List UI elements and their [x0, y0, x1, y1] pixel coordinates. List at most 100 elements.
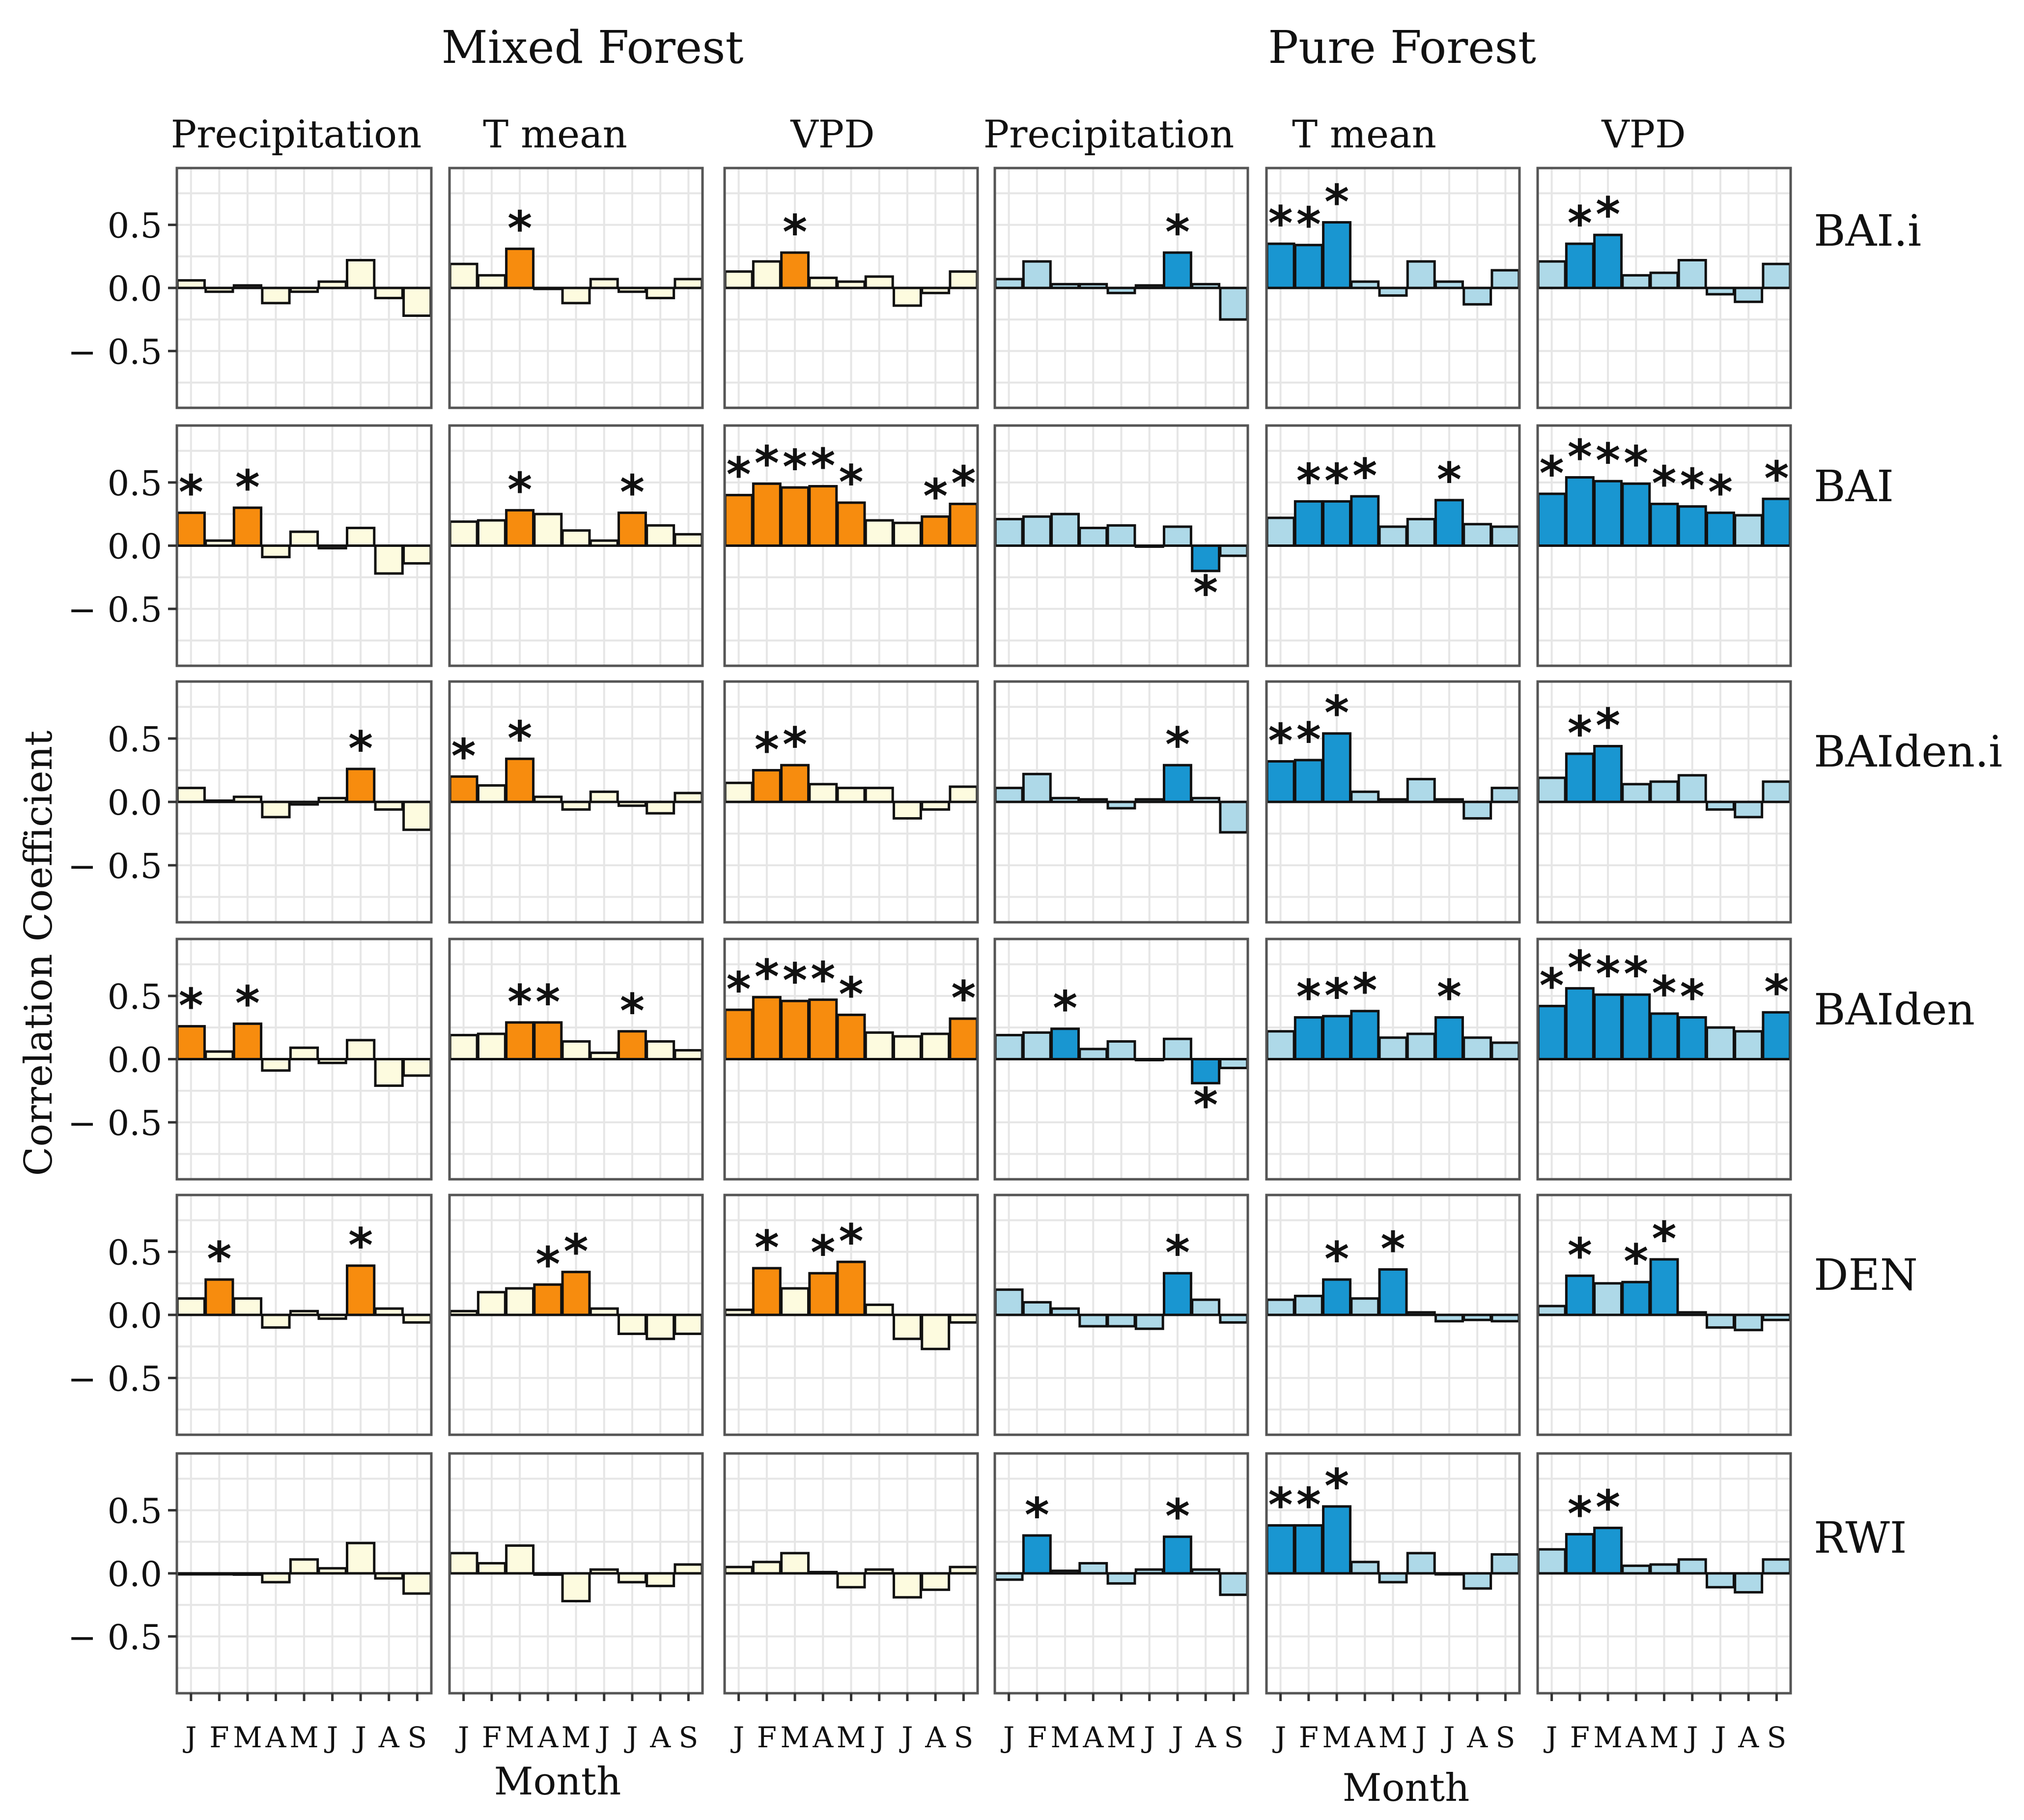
bar-a-7 [1191, 796, 1221, 803]
bar-a-7 [646, 1313, 675, 1340]
panel-border [1265, 167, 1521, 409]
month-tick-label: A [812, 1721, 834, 1754]
bar-j-6 [617, 800, 647, 807]
panel-border [1265, 1194, 1521, 1436]
bar-j-5 [589, 1307, 619, 1316]
panel-rwi-col3: * *J F M A M J J A S [993, 1452, 1249, 1754]
month-tick-label: J [183, 1721, 197, 1754]
bar-s-8 [1490, 787, 1520, 803]
significance-star: * [1680, 459, 1705, 514]
bar-j-6 [1162, 251, 1192, 289]
bar-j-0 [176, 787, 206, 803]
significance-star: * [1324, 968, 1349, 1024]
bar-j-6 [1705, 286, 1735, 296]
month-tick-label: S [1767, 1721, 1787, 1754]
bar-m-4 [561, 1040, 591, 1061]
month-tick-label: J [352, 1721, 366, 1754]
bar-m-4 [561, 286, 591, 305]
bar-f-1 [204, 539, 234, 547]
bar-m-2 [505, 1544, 535, 1575]
panel-bai-col5: * * * * * * * * [1536, 424, 1792, 667]
bar-j-5 [1134, 798, 1164, 803]
bar-s-8 [402, 1313, 432, 1324]
significance-star: * [1568, 1228, 1592, 1283]
bar-j-0 [724, 1008, 754, 1060]
significance-star: * [1680, 970, 1705, 1025]
bar-s-8 [1219, 800, 1249, 834]
significance-star: * [1165, 1225, 1190, 1280]
month-tick-label: F [1027, 1721, 1047, 1754]
bar-f-1 [1022, 1534, 1052, 1575]
panel-border [723, 1194, 979, 1436]
bar-j-6 [345, 1039, 376, 1061]
panel-border [1265, 680, 1521, 924]
bar-f-1 [1293, 500, 1323, 547]
month-tick-label: F [482, 1721, 502, 1754]
bar-a-7 [921, 1032, 951, 1061]
bar-m-4 [1378, 1036, 1408, 1060]
bar-j-6 [1434, 1313, 1464, 1323]
bar-m-2 [780, 764, 810, 803]
bar-f-1 [1293, 244, 1323, 289]
bar-j-5 [864, 1568, 894, 1575]
panel-den-col5: * * * [1536, 1194, 1792, 1436]
panel-den-col1: * * [448, 1194, 704, 1436]
y-tick-label: 0.0 [108, 269, 162, 309]
month-tick-label: S [954, 1721, 974, 1754]
month-tick-label: A [925, 1721, 946, 1754]
bar-f-1 [752, 1561, 782, 1575]
y-tick-label: 0.0 [108, 783, 162, 823]
bar-a-3 [808, 998, 838, 1061]
bar-a-3 [1350, 1010, 1380, 1060]
significance-star: * [1652, 456, 1676, 512]
bar-j-0 [1537, 1004, 1567, 1061]
bar-j-5 [1677, 1311, 1707, 1316]
bar-a-3 [808, 1272, 838, 1316]
panel-baiden-col2: * * * * * * [723, 938, 979, 1181]
significance-star: * [839, 1214, 863, 1269]
panel-border [448, 167, 704, 409]
bar-a-7 [1734, 286, 1764, 303]
bar-a-7 [1462, 1313, 1492, 1321]
bar-j-0 [724, 1308, 754, 1316]
bar-j-5 [1134, 1058, 1164, 1061]
bar-m-2 [1050, 1027, 1080, 1061]
panel-border [1265, 424, 1521, 667]
bar-m-4 [1378, 525, 1408, 547]
month-tick-label: M [1107, 1721, 1136, 1754]
bar-a-3 [261, 1313, 291, 1329]
panel-border [448, 424, 704, 667]
significance-star: * [839, 967, 863, 1022]
significance-star: * [839, 455, 863, 510]
significance-star: * [1652, 966, 1676, 1021]
month-tick-label: S [1224, 1721, 1244, 1754]
panel-border [993, 167, 1249, 409]
bar-a-7 [921, 800, 951, 811]
significance-star: * [1437, 453, 1462, 508]
panel-rwi-col5: * *J F M A M J J A S [1536, 1452, 1792, 1754]
bar-s-8 [1762, 1313, 1792, 1321]
bar-f-1 [1022, 1031, 1052, 1061]
bar-j-0 [994, 278, 1024, 289]
bar-f-1 [204, 1278, 234, 1316]
bar-j-5 [317, 796, 347, 803]
month-tick-label: J [455, 1721, 469, 1754]
month-tick-label: S [407, 1721, 427, 1754]
bar-j-5 [1677, 258, 1707, 289]
panel-baiden-i-col4: * * * [1265, 680, 1521, 924]
bar-j-6 [1162, 1536, 1192, 1575]
panel-baiden-i-col3: * [993, 680, 1249, 924]
bar-s-8 [1490, 525, 1520, 547]
significance-star: * [811, 1225, 835, 1280]
bar-j-5 [864, 787, 894, 803]
panel-bai-col0: * * 0.5 0.0 − 0.5 [68, 424, 433, 667]
panel-border [1536, 680, 1792, 924]
bar-s-8 [1219, 286, 1249, 321]
bar-m-2 [505, 1287, 535, 1316]
month-tick-label: M [1593, 1721, 1622, 1754]
significance-star: * [179, 979, 203, 1034]
bar-m-4 [1649, 1258, 1679, 1316]
significance-star: * [1296, 712, 1321, 768]
panel-border [448, 1194, 704, 1436]
significance-star: * [1324, 686, 1349, 741]
